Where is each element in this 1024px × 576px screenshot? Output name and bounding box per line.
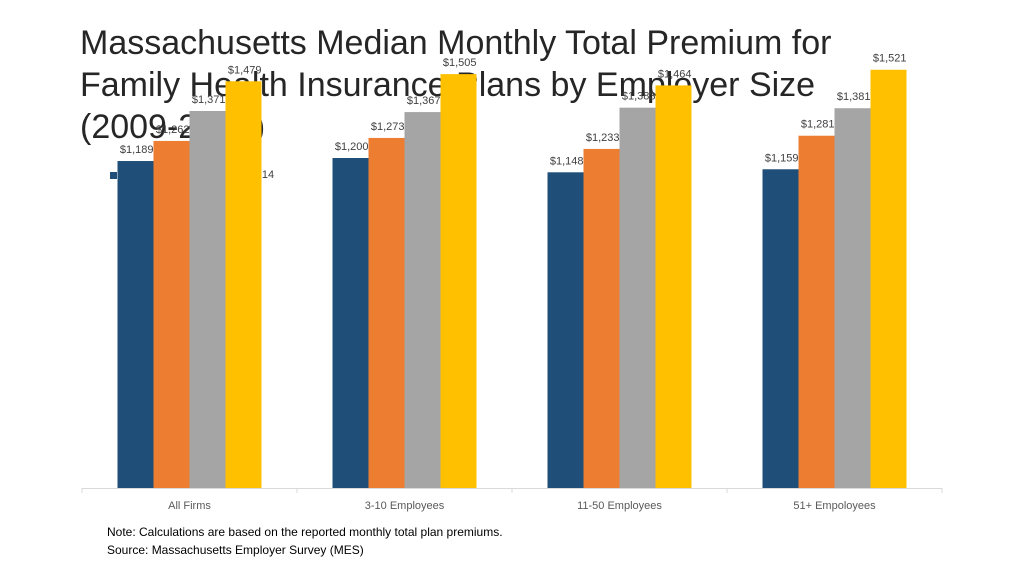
bar-2014-2 <box>655 85 692 489</box>
chart-notes: Note: Calculations are based on the repo… <box>107 523 503 559</box>
bar-2010-2 <box>583 148 620 489</box>
data-label-2010-1: $1,273 <box>371 121 405 133</box>
source-text: Source: Massachusetts Employer Survey (M… <box>107 543 364 557</box>
bar-2009-2 <box>547 172 584 489</box>
bar-2010-0 <box>153 140 190 488</box>
data-label-2014-1: $1,505 <box>443 57 477 69</box>
bar-2009-3 <box>762 169 799 488</box>
data-label-2014-2: $1,464 <box>658 68 692 80</box>
category-label-3: 51+ Empoloyees <box>793 500 876 512</box>
bar-2009-1 <box>332 158 369 488</box>
bar-2010-3 <box>798 135 835 488</box>
data-label-2009-2: $1,148 <box>550 155 584 167</box>
bar-2011-0 <box>189 110 226 488</box>
data-label-2010-0: $1,262 <box>156 124 190 136</box>
data-label-2009-1: $1,200 <box>335 141 369 153</box>
bar-2011-2 <box>619 107 656 489</box>
category-label-0: All Firms <box>168 500 211 512</box>
data-label-2010-2: $1,233 <box>586 132 620 144</box>
data-label-2009-0: $1,189 <box>120 144 154 156</box>
data-label-2014-3: $1,521 <box>873 53 907 65</box>
bar-2009-0 <box>117 161 154 488</box>
bar-2014-3 <box>870 69 907 488</box>
legend-swatch-2009 <box>110 171 117 179</box>
data-label-2014-0: $1,479 <box>228 64 262 76</box>
category-label-1: 3-10 Employees <box>365 500 445 512</box>
data-label-2011-0: $1,371 <box>192 94 226 106</box>
bar-2011-1 <box>404 112 441 488</box>
data-label-2010-3: $1,281 <box>801 119 835 131</box>
data-label-2011-2: $1,383 <box>622 91 656 103</box>
bar-2014-0 <box>225 81 262 489</box>
bar-2011-3 <box>834 108 871 488</box>
note-text: Note: Calculations are based on the repo… <box>107 525 503 539</box>
data-label-2011-3: $1,381 <box>837 91 871 103</box>
bar-2010-1 <box>368 137 405 489</box>
data-label-2009-3: $1,159 <box>765 152 799 164</box>
bar-2014-1 <box>440 74 477 488</box>
data-label-2011-1: $1,367 <box>407 95 441 107</box>
title-line-1: Massachusetts Median Monthly Total Premi… <box>80 24 832 62</box>
category-label-2: 11-50 Employees <box>577 500 662 512</box>
